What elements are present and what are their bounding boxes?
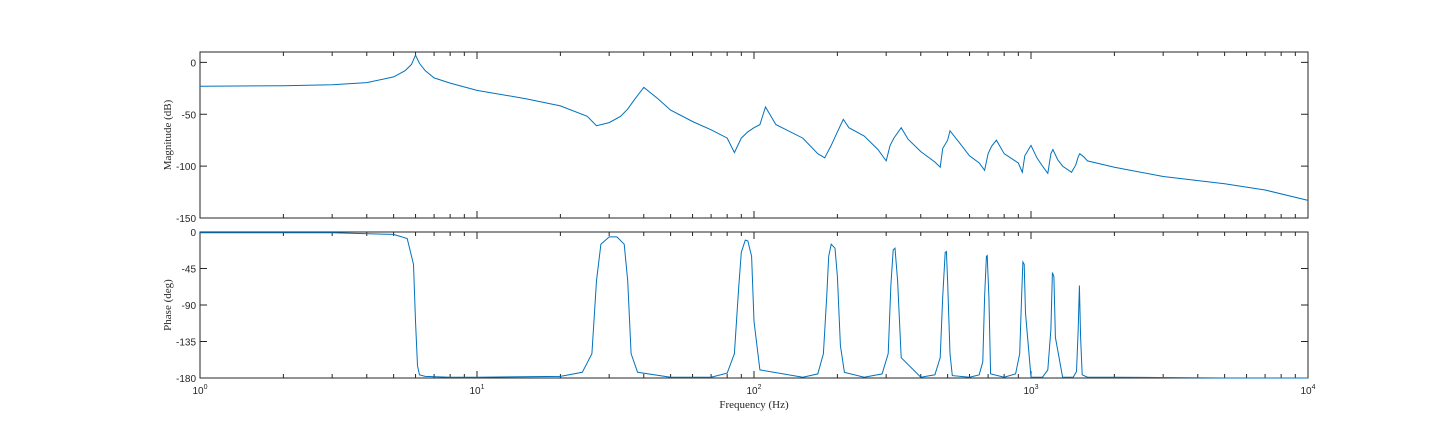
magnitude-ytick-labels: 0 -50 -100 -150 [176, 58, 196, 225]
phase-ytick-label: 0 [190, 228, 196, 239]
phase-ytick-label: -180 [176, 374, 196, 385]
phase-xtick-label: 104 [1300, 384, 1315, 397]
phase-xtick-label: 102 [746, 384, 761, 397]
magnitude-ytick-label: -100 [176, 162, 196, 173]
magnitude-axes-box [199, 51, 1309, 219]
phase-xtick-labels: 100 101 102 103 104 [192, 384, 1315, 397]
magnitude-tick-marks [199, 52, 1309, 219]
phase-ytick-label: -45 [182, 265, 197, 276]
magnitude-ytick-label: 0 [190, 58, 196, 69]
phase-axes: 0 -45 -90 -135 -180 100 101 102 103 104 Phase (d… [162, 228, 1316, 411]
magnitude-ylabel: Magnitude (dB) [162, 99, 174, 170]
phase-series-line [200, 232, 1308, 379]
phase-xtick-label: 100 [192, 384, 207, 397]
phase-ytick-label: -90 [182, 301, 197, 312]
magnitude-axes: 0 -50 -100 -150 Magnitude (dB) [162, 51, 1309, 225]
phase-xtick-label: 101 [469, 384, 484, 397]
phase-ylabel: Phase (deg) [162, 279, 174, 331]
frequency-xlabel: Frequency (Hz) [719, 399, 789, 411]
phase-ytick-labels: 0 -45 -90 -135 -180 [176, 228, 196, 385]
magnitude-ytick-label: -150 [176, 214, 196, 225]
magnitude-ytick-label: -50 [182, 110, 197, 121]
magnitude-series-line [199, 53, 1309, 201]
phase-ytick-label: -135 [176, 338, 196, 349]
phase-axes-box [199, 231, 1309, 379]
phase-xtick-label: 103 [1023, 384, 1038, 397]
